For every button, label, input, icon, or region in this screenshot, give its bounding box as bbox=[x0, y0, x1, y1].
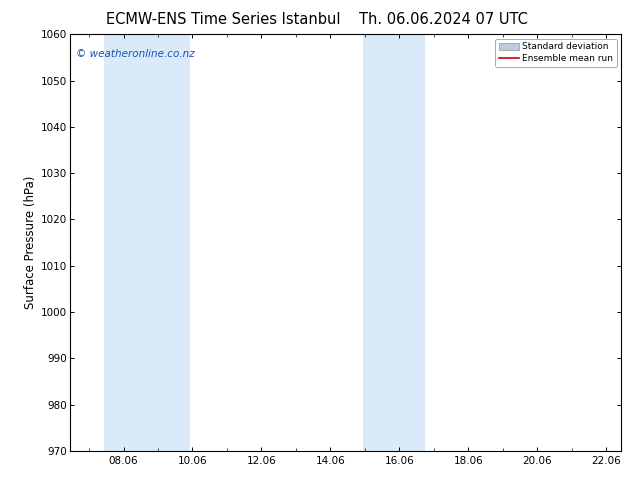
Text: ECMW-ENS Time Series Istanbul    Th. 06.06.2024 07 UTC: ECMW-ENS Time Series Istanbul Th. 06.06.… bbox=[106, 12, 528, 27]
Y-axis label: Surface Pressure (hPa): Surface Pressure (hPa) bbox=[23, 176, 37, 309]
Bar bbox=[363, 34, 425, 451]
Bar bbox=[104, 34, 190, 451]
Text: © weatheronline.co.nz: © weatheronline.co.nz bbox=[76, 49, 195, 59]
Legend: Standard deviation, Ensemble mean run: Standard deviation, Ensemble mean run bbox=[495, 39, 617, 67]
